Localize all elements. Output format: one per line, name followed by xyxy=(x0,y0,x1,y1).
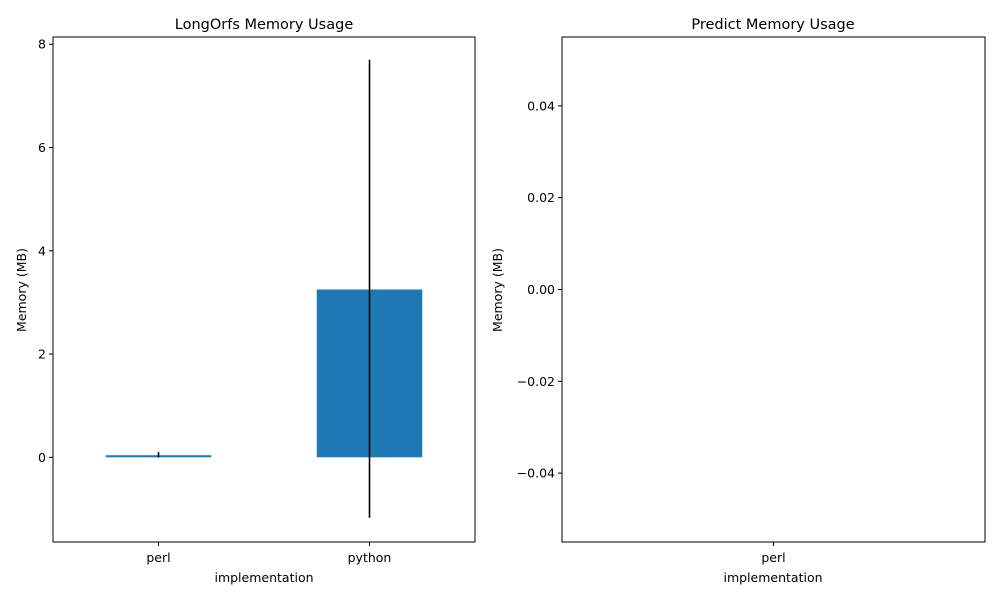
y-tick-label: 0.04 xyxy=(527,98,555,113)
y-tick-label: 0.02 xyxy=(527,190,555,205)
y-tick-label: 6 xyxy=(38,140,46,155)
y-tick-label: 8 xyxy=(38,37,46,52)
y-axis-label: Memory (MB) xyxy=(14,248,29,332)
chart-title: LongOrfs Memory Usage xyxy=(175,17,354,33)
chart-title: Predict Memory Usage xyxy=(691,17,854,33)
axes-frame xyxy=(561,36,986,543)
plot-area: perl python 0 2 4 6 8 xyxy=(38,37,423,565)
x-tick-label: perl xyxy=(146,550,170,565)
y-tick-label: 0 xyxy=(38,450,46,465)
y-tick-label: −0.04 xyxy=(517,466,555,481)
y-tick-label: 0.00 xyxy=(527,282,555,297)
x-tick-label: python xyxy=(348,550,392,565)
x-axis-label: implementation xyxy=(723,570,822,585)
chart-predict-memory: Predict Memory Usage implementation Memo… xyxy=(490,17,986,585)
y-tick-label: 4 xyxy=(38,243,46,258)
x-tick-label: perl xyxy=(761,550,785,565)
y-tick-label: 2 xyxy=(38,347,46,362)
y-axis-label: Memory (MB) xyxy=(490,248,505,332)
chart-longorfs-memory: LongOrfs Memory Usage implementation Mem… xyxy=(14,17,476,585)
axes-frame xyxy=(52,36,476,543)
x-axis-label: implementation xyxy=(214,570,313,585)
y-tick-label: −0.02 xyxy=(517,374,555,389)
plot-area: perl −0.04 −0.02 0.00 0.02 0.04 xyxy=(517,98,786,565)
